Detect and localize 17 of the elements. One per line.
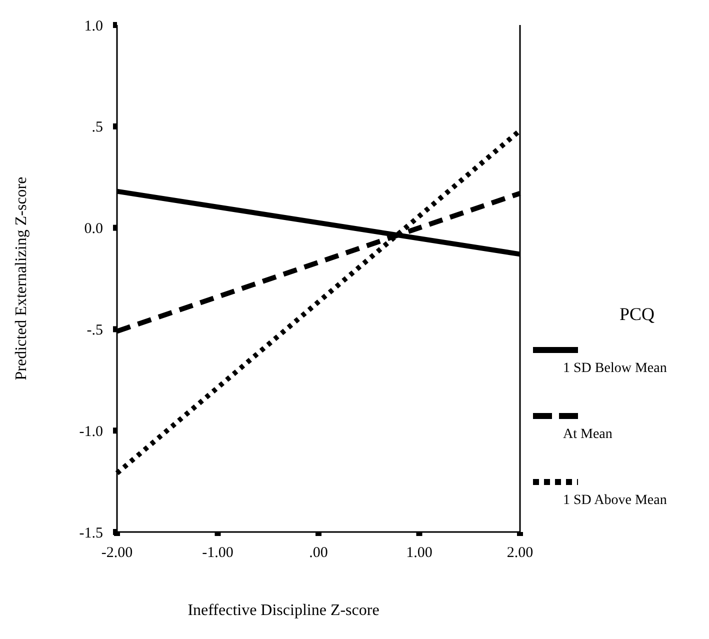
- x-tick-label: 2.00: [506, 545, 534, 561]
- x-tick-label: -1.00: [202, 545, 234, 561]
- y-tick-label: 1.0: [84, 18, 103, 34]
- legend-label: At Mean: [563, 427, 612, 442]
- y-tick-label: -.5: [86, 322, 103, 338]
- x-axis-title: Ineffective Discipline Z-score: [188, 602, 380, 619]
- x-tick-label: .00: [309, 545, 328, 561]
- x-tick-label: 1.00: [406, 545, 432, 561]
- y-tick-label: .5: [92, 120, 103, 136]
- legend-title: PCQ: [619, 304, 655, 324]
- legend-label: 1 SD Above Mean: [563, 493, 667, 508]
- y-tick-label: -1.0: [79, 424, 103, 440]
- y-tick-label: -1.5: [79, 525, 103, 542]
- x-tick-label: -2.00: [101, 545, 133, 561]
- y-tick-label: 0.0: [84, 221, 103, 238]
- legend-label: 1 SD Below Mean: [563, 361, 667, 376]
- y-axis-title: Predicted Externalizing Z-score: [13, 176, 30, 380]
